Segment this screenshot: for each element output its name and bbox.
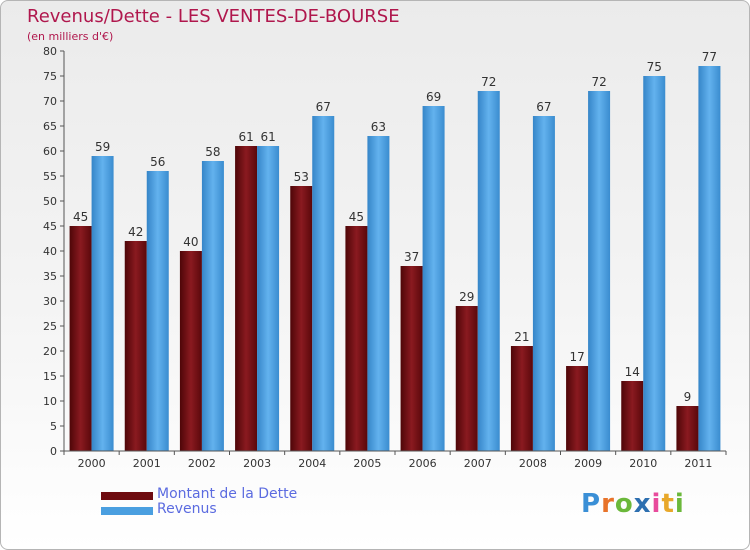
bar-revenus bbox=[257, 146, 280, 451]
logo-letter: x bbox=[633, 489, 652, 519]
bar-dette bbox=[621, 381, 644, 451]
y-tick-label: 25 bbox=[43, 320, 57, 333]
bar-dette bbox=[566, 366, 589, 451]
y-tick-label: 65 bbox=[43, 120, 57, 133]
y-tick-label: 70 bbox=[43, 95, 57, 108]
bar-dette bbox=[235, 146, 258, 451]
chart-subtitle: (en milliers d'€) bbox=[27, 30, 114, 43]
bar-dette bbox=[345, 226, 368, 451]
data-label: 61 bbox=[260, 130, 275, 144]
y-tick-label: 80 bbox=[43, 45, 57, 58]
y-tick-label: 15 bbox=[43, 370, 57, 383]
data-label: 75 bbox=[647, 60, 662, 74]
y-tick-label: 40 bbox=[43, 245, 57, 258]
data-label: 77 bbox=[702, 50, 717, 64]
x-tick-label: 2010 bbox=[629, 457, 657, 470]
bar-dette bbox=[124, 241, 147, 451]
bar-dette bbox=[290, 186, 313, 451]
logo-letter: t bbox=[661, 489, 675, 519]
data-label: 56 bbox=[150, 155, 165, 169]
y-axis: 0 5 10 15 20 25 30 35 40 45 50 55 60 65 70 75 80 bbox=[43, 45, 65, 458]
x-tick-label: 2002 bbox=[188, 457, 216, 470]
data-label: 69 bbox=[426, 90, 441, 104]
y-tick-label: 50 bbox=[43, 195, 57, 208]
bars: 45 59 42 56 40 58 61 61 53 67 45 63 37 69 29 72 21 67 17 72… bbox=[69, 50, 721, 451]
data-label: 67 bbox=[536, 100, 551, 114]
bar-revenus bbox=[422, 106, 445, 451]
bar-revenus bbox=[588, 91, 611, 451]
data-label: 42 bbox=[128, 225, 143, 239]
y-tick-label: 0 bbox=[50, 445, 57, 458]
logo-letter: o bbox=[614, 489, 634, 519]
data-label: 59 bbox=[95, 140, 110, 154]
bar-revenus bbox=[312, 116, 335, 451]
data-label: 9 bbox=[684, 390, 692, 404]
proxiti-logo: Proxiti bbox=[581, 489, 685, 519]
x-tick-label: 2009 bbox=[574, 457, 602, 470]
bar-revenus bbox=[643, 76, 666, 451]
y-tick-label: 55 bbox=[43, 170, 57, 183]
data-label: 53 bbox=[294, 170, 309, 184]
data-label: 72 bbox=[591, 75, 606, 89]
data-label: 72 bbox=[481, 75, 496, 89]
bar-revenus bbox=[532, 116, 555, 451]
bar-revenus bbox=[477, 91, 500, 451]
x-tick-label: 2005 bbox=[353, 457, 381, 470]
x-tick-label: 2000 bbox=[78, 457, 106, 470]
y-tick-label: 30 bbox=[43, 295, 57, 308]
bar-revenus bbox=[201, 161, 224, 451]
y-tick-label: 60 bbox=[43, 145, 57, 158]
x-axis: 2000 2001 2002 2003 2004 2005 2006 2007 2008 2009… bbox=[63, 450, 727, 470]
y-tick-label: 75 bbox=[43, 70, 57, 83]
data-label: 63 bbox=[371, 120, 386, 134]
data-label: 67 bbox=[316, 100, 331, 114]
bar-revenus bbox=[698, 66, 721, 451]
data-label: 61 bbox=[238, 130, 253, 144]
bar-dette bbox=[400, 266, 423, 451]
legend-label-dette: Montant de la Dette bbox=[157, 486, 298, 502]
data-label: 58 bbox=[205, 145, 220, 159]
x-tick-label: 2006 bbox=[409, 457, 437, 470]
data-label: 45 bbox=[349, 210, 364, 224]
bar-dette bbox=[676, 406, 699, 451]
bar-dette bbox=[510, 346, 533, 451]
logo-letter: P bbox=[581, 489, 602, 519]
x-tick-label: 2011 bbox=[684, 457, 712, 470]
y-tick-label: 5 bbox=[50, 420, 57, 433]
x-tick-label: 2001 bbox=[133, 457, 161, 470]
data-label: 21 bbox=[514, 330, 529, 344]
bar-revenus bbox=[91, 156, 114, 451]
y-tick-label: 10 bbox=[43, 395, 57, 408]
legend-label-revenus: Revenus bbox=[157, 501, 217, 517]
x-tick-label: 2008 bbox=[519, 457, 547, 470]
y-tick-label: 20 bbox=[43, 345, 57, 358]
bar-dette bbox=[455, 306, 478, 451]
bar-dette bbox=[179, 251, 202, 451]
data-label: 45 bbox=[73, 210, 88, 224]
data-label: 29 bbox=[459, 290, 474, 304]
chart-title: Revenus/Dette - LES VENTES-DE-BOURSE bbox=[27, 6, 400, 27]
x-tick-label: 2007 bbox=[464, 457, 492, 470]
data-label: 37 bbox=[404, 250, 419, 264]
legend-swatch-revenus bbox=[101, 507, 153, 515]
legend-swatch-dette bbox=[101, 492, 153, 500]
y-tick-label: 45 bbox=[43, 220, 57, 233]
y-tick-label: 35 bbox=[43, 270, 57, 283]
data-label: 40 bbox=[183, 235, 198, 249]
bar-revenus bbox=[146, 171, 169, 451]
logo-letter: i bbox=[651, 489, 662, 519]
bar-dette bbox=[69, 226, 92, 451]
x-tick-label: 2003 bbox=[243, 457, 271, 470]
logo-letter: r bbox=[601, 489, 615, 519]
x-tick-label: 2004 bbox=[298, 457, 326, 470]
bar-revenus bbox=[367, 136, 390, 451]
logo-letter: i bbox=[674, 489, 685, 519]
data-label: 14 bbox=[625, 365, 640, 379]
data-label: 17 bbox=[569, 350, 584, 364]
